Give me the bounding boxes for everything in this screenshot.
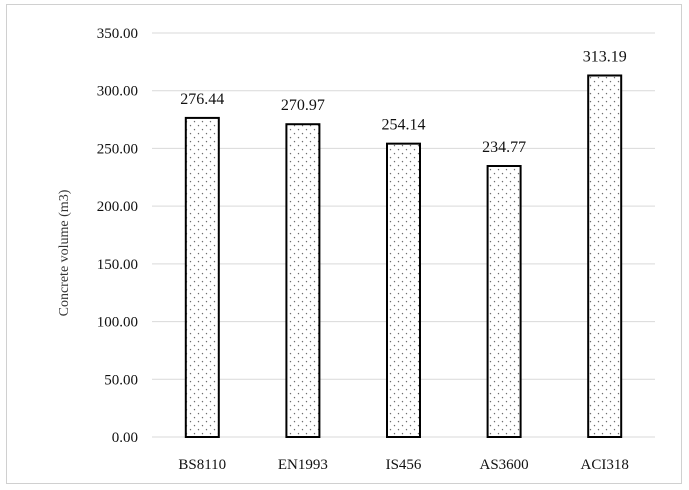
bars (184, 74, 623, 439)
y-tick-label: 250.00 (97, 141, 138, 157)
bar-as3600 (486, 165, 522, 439)
data-label: 234.77 (482, 139, 526, 156)
x-tick-label: ACI318 (581, 457, 629, 473)
x-tick-label: IS456 (386, 457, 422, 473)
chart-frame (6, 4, 682, 484)
data-label: 313.19 (583, 48, 627, 65)
y-tick-label: 300.00 (97, 84, 138, 100)
x-tick-label: AS3600 (480, 457, 529, 473)
x-tick-labels: BS8110 EN1993 IS456 AS3600 ACI318 (178, 457, 628, 473)
x-tick-label: BS8110 (178, 457, 226, 473)
x-tick-label: EN1993 (278, 457, 328, 473)
bar-is456 (386, 142, 421, 438)
y-tick-label: 150.00 (97, 257, 138, 273)
y-axis-title: Concrete volume (m3) (57, 189, 72, 316)
bar-bs8110 (184, 116, 220, 438)
bar-en1993 (285, 123, 321, 438)
data-labels: 276.44 270.97 254.14 234.77 313.19 (180, 48, 626, 156)
y-tick-label: 200.00 (97, 199, 138, 215)
data-label: 270.97 (281, 97, 325, 114)
y-tick-label: 100.00 (97, 315, 138, 331)
y-tick-label: 0.00 (112, 430, 138, 446)
data-label: 276.44 (180, 91, 224, 108)
y-tick-label: 50.00 (104, 372, 138, 388)
y-tick-labels: 0.00 50.00 100.00 150.00 200.00 250.00 300.00 3… (97, 26, 138, 446)
data-label: 254.14 (382, 117, 426, 134)
y-tick-label: 350.00 (97, 26, 138, 42)
bar-aci318 (587, 74, 623, 438)
